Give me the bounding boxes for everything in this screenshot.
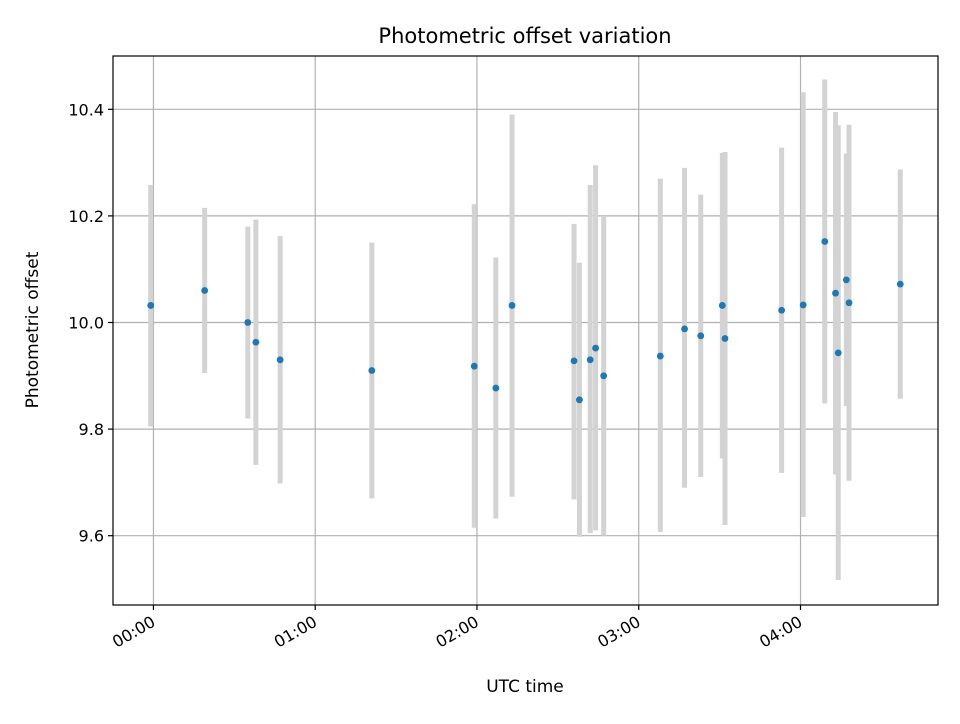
data-points (147, 238, 904, 404)
y-tick-label: 10.4 (68, 100, 104, 119)
data-point (600, 372, 608, 380)
y-tick-label: 10.2 (68, 207, 104, 226)
data-point (778, 306, 786, 314)
x-axis-label: UTC time (486, 677, 564, 697)
plot-area (113, 56, 938, 605)
data-point (656, 352, 664, 360)
data-point (845, 299, 853, 307)
data-point (276, 356, 284, 364)
data-point (470, 362, 478, 370)
data-point (508, 302, 516, 309)
data-point (821, 238, 829, 245)
data-point (832, 289, 839, 297)
chart-title: Photometric offset variation (378, 24, 671, 48)
data-point (586, 356, 594, 364)
y-tick-label: 9.6 (79, 527, 104, 546)
plot-frame (112, 55, 939, 606)
y-tick-label: 10.0 (68, 314, 104, 333)
data-point (896, 280, 904, 288)
data-point (842, 276, 850, 284)
data-point (718, 302, 726, 309)
data-point (721, 335, 729, 342)
y-axis-label: Photometric offset (23, 251, 43, 408)
data-point (570, 357, 578, 365)
data-point (252, 338, 260, 346)
data-point (799, 301, 807, 309)
data-point (244, 319, 252, 326)
data-point (681, 325, 688, 333)
data-point (576, 396, 583, 404)
y-tick-label: 9.8 (79, 420, 104, 439)
data-point (592, 344, 599, 352)
data-point (368, 367, 376, 374)
data-point (834, 349, 842, 357)
data-point (492, 384, 500, 392)
data-point (697, 332, 705, 340)
data-point (147, 302, 155, 309)
data-point (201, 287, 209, 294)
